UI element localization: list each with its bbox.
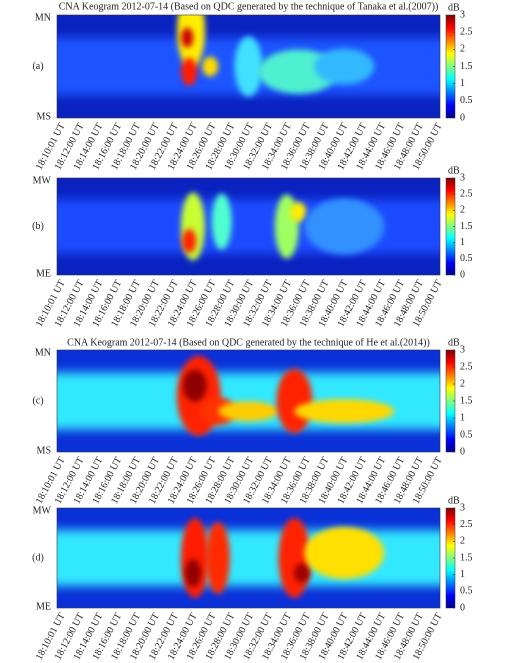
- heatmap-blob: [202, 56, 219, 77]
- heatmap-field: [57, 178, 440, 275]
- chart-title: CNA Keogram 2012-07-14 (Based on QDC gen…: [59, 1, 439, 12]
- colorbar-tick-label: 1: [460, 412, 465, 423]
- colorbar-tick-label: 3: [460, 502, 465, 513]
- panel: CNA Keogram 2012-07-14 (Based on QDC gen…: [32, 337, 472, 506]
- heatmap-band: [57, 199, 440, 254]
- colorbar-tick-label: 2: [460, 205, 465, 216]
- colorbar-tick-label: 2.5: [460, 26, 473, 37]
- top-label: MN: [35, 347, 51, 358]
- panel: CNA Keogram 2012-07-14 (Based on QDC gen…: [32, 1, 473, 172]
- heatmap-blob: [182, 369, 207, 402]
- plot-frame: [56, 507, 441, 609]
- heatmap-field: [57, 350, 440, 452]
- heatmap-blob: [181, 57, 198, 86]
- colorbar-tick-label: 0: [460, 602, 465, 613]
- colorbar-tick-label: 2: [460, 44, 465, 55]
- colorbar-tick-label: 2.5: [460, 188, 473, 199]
- heatmap-band: [57, 530, 440, 586]
- heatmap-blob: [182, 229, 197, 254]
- heatmap-blob: [181, 27, 194, 48]
- panel-label: (a): [32, 61, 43, 72]
- chart-title: CNA Keogram 2012-07-14 (Based on QDC gen…: [67, 337, 430, 348]
- colorbar-tick-label: 3: [460, 344, 465, 355]
- heatmap-blob: [211, 193, 232, 250]
- top-label: MW: [33, 175, 52, 186]
- colorbar-tick-label: 1: [460, 78, 465, 89]
- heatmap-blob: [304, 527, 385, 579]
- heatmap-blob: [205, 522, 230, 594]
- heatmap-blob: [184, 559, 201, 587]
- colorbar-tick-label: 1.5: [460, 395, 473, 406]
- colorbar-tick-label: 1.5: [460, 221, 473, 232]
- colorbar-tick-label: 2.5: [460, 361, 473, 372]
- colorbar-tick-label: 2: [460, 536, 465, 547]
- colorbar-tick-label: 1: [460, 569, 465, 580]
- heatmap-blob: [290, 201, 307, 222]
- colorbar-tick-label: 2: [460, 378, 465, 389]
- heatmap-blob: [314, 48, 375, 85]
- colorbar-tick-label: 0: [460, 269, 465, 280]
- bottom-label: MS: [37, 111, 51, 122]
- bottom-label: MS: [37, 445, 51, 456]
- colorbar-label: dB: [448, 165, 460, 176]
- bottom-label: ME: [36, 268, 51, 279]
- colorbar-tick-label: 1: [460, 237, 465, 248]
- heatmap-blob: [304, 198, 385, 255]
- colorbar-tick-label: 3: [460, 9, 465, 20]
- heatmap-blob: [218, 401, 279, 422]
- top-label: MW: [33, 505, 52, 516]
- bottom-label: ME: [36, 601, 51, 612]
- heatmap-field: [57, 508, 440, 608]
- plot-frame: [56, 349, 441, 453]
- colorbar-label: dB: [448, 337, 460, 348]
- colorbar-tick-label: 0.5: [460, 586, 473, 597]
- top-label: MN: [35, 12, 51, 23]
- plot-frame: [56, 177, 441, 276]
- panel-label: (b): [32, 221, 44, 232]
- colorbar-label: dB: [448, 2, 460, 13]
- colorbar-label: dB: [448, 495, 460, 506]
- colorbar-tick-label: 1.5: [460, 552, 473, 563]
- colorbar-tick-label: 0: [460, 112, 465, 123]
- heatmap-blob: [234, 36, 263, 97]
- colorbar-tick-label: 0.5: [460, 429, 473, 440]
- colorbar-tick-label: 2.5: [460, 519, 473, 530]
- panel-label: (c): [32, 395, 43, 406]
- plot-frame: [56, 14, 441, 119]
- heatmap-blob: [294, 563, 311, 583]
- heatmap-blob: [276, 369, 313, 433]
- colorbar-tick-label: 3: [460, 172, 465, 183]
- heatmap-field: [57, 15, 440, 118]
- heatmap-blob: [199, 397, 236, 426]
- heatmap-blob: [294, 399, 395, 424]
- colorbar-tick-label: 0.5: [460, 253, 473, 264]
- colorbar-tick-label: 1.5: [460, 61, 473, 72]
- panel-label: (d): [32, 552, 44, 563]
- colorbar-tick-label: 0: [460, 446, 465, 457]
- colorbar-tick-label: 0.5: [460, 95, 473, 106]
